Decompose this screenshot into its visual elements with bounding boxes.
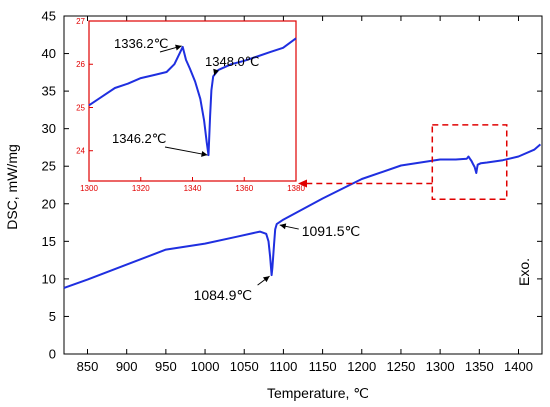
x-tick-label: 1350 [465,359,494,374]
y-tick-label: 15 [42,234,56,249]
main-plot-area [63,124,542,289]
y-tick-label: 45 [42,9,56,24]
x-tick-label: 1000 [191,359,220,374]
inset-x-tick-label: 1320 [132,184,150,193]
inset-plot-area: 1300 1320 1340 1360 1380 24 25 26 27 [76,17,433,193]
x-tick-label: 900 [116,359,138,374]
inset-x-tick-label: 1300 [80,184,98,193]
annotation-1084-arrowhead [262,276,270,283]
y-tick-label: 25 [42,159,56,174]
zoom-region-box [431,124,508,201]
y-axis-label: DSC, mW/mg [4,144,20,230]
y-tick-label: 5 [49,309,56,324]
annotation-1091-arrowhead [279,223,287,230]
x-tick-label: 950 [155,359,177,374]
y-tick-label: 10 [42,271,56,286]
exo-label: Exo. [516,258,532,286]
x-tick-label: 1150 [309,359,337,374]
x-tick-label: 1200 [347,359,376,374]
y-tick-label: 40 [42,46,56,61]
inset-y-tick-label: 27 [76,17,85,26]
annotation-1348-arrowhead [213,68,219,76]
main-axes: 850 900 950 1000 1050 1100 1150 1200 1250 1300 135… [42,9,543,374]
y-tick-label: 20 [42,196,56,211]
y-tick-label: 30 [42,121,56,136]
main-frame [63,15,543,355]
x-tick-label: 1400 [504,359,533,374]
inset-annotation-label: 1348.0℃ [205,54,259,69]
inset-y-tick-label: 26 [76,60,85,69]
annotations: 1084.9℃ 1091.5℃ 1336.2℃ 1348.0℃ 1346.2℃ [112,36,360,303]
annotation-label: 1091.5℃ [302,223,361,239]
zoom-connector-arrowhead [298,179,307,188]
x-tick-label: 850 [77,359,99,374]
x-tick-label: 1250 [386,359,415,374]
inset-y-tick-label: 25 [76,103,85,112]
inset-frame [88,20,297,182]
inset-x-tick-label: 1340 [184,184,202,193]
y-tick-label: 0 [49,347,56,362]
inset-annotation-label: 1336.2℃ [114,36,168,51]
dsc-curve [63,143,542,289]
inset-dsc-curve [88,37,297,157]
annotation-label: 1084.9℃ [194,287,253,303]
annotation-1346-arrowhead [201,150,208,157]
x-tick-label: 1300 [426,359,455,374]
inset-y-tick-label: 24 [76,147,85,156]
annotation-1346-line [164,146,208,156]
x-tick-label: 1050 [230,359,259,374]
annotation-1336-arrowhead [175,44,182,51]
inset-x-tick-label: 1360 [235,184,253,193]
x-tick-label: 1100 [269,359,297,374]
inset-annotation-label: 1346.2℃ [112,131,166,146]
y-tick-label: 35 [42,84,56,99]
x-axis-label: Temperature, ℃ [267,385,369,401]
inset-x-tick-label: 1380 [287,184,305,193]
